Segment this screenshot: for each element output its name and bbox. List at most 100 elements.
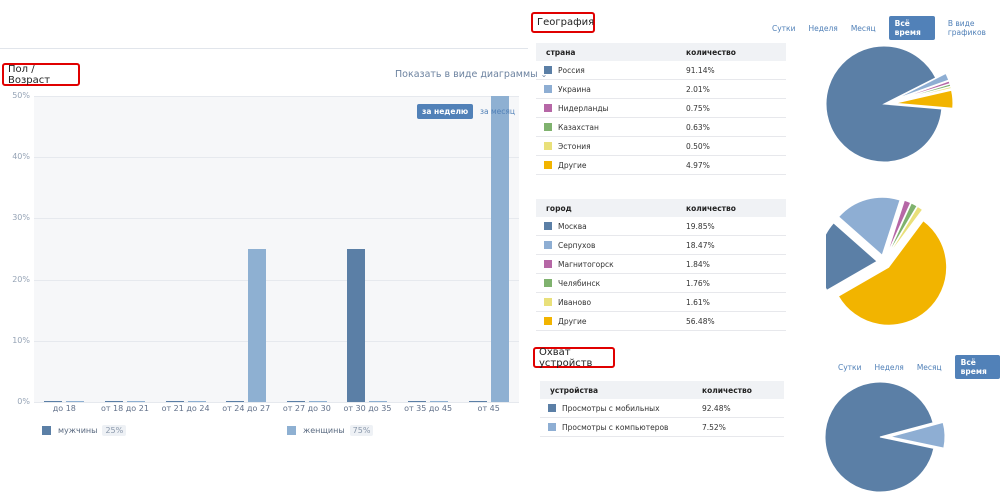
gridline [34,157,519,159]
row-label: Серпухов [558,240,596,250]
legend-male[interactable]: мужчины 25% [42,425,127,436]
x-tick-label: от 18 до 21 [100,404,149,413]
table-row: Другие 4.97% [536,156,786,175]
bar-female[interactable] [430,400,449,402]
row-name: Россия [536,66,686,75]
pie-slice[interactable] [886,202,918,257]
period-week[interactable]: Неделя [808,23,838,33]
row-value: 0.63% [686,122,710,132]
row-label: Просмотры с компьютеров [562,422,669,432]
show-as-diagram-link[interactable]: Показать в виде диаграммы ⌄ [395,69,547,80]
country-header: страна [546,47,576,57]
tab-week[interactable]: за неделю [417,104,474,119]
legend-female[interactable]: женщины 75% [287,425,374,436]
color-swatch [544,104,552,112]
pie-slice[interactable] [826,45,943,163]
bar-female[interactable] [369,400,388,402]
gridline [34,279,519,281]
period-day[interactable]: Сутки [838,362,862,372]
pie-slice[interactable] [837,220,948,326]
row-value: 92.48% [702,403,731,413]
row-value: 91.14% [686,65,715,75]
row-value: 19.85% [686,221,715,231]
row-name: Другие [536,317,686,326]
bar-male[interactable] [165,400,184,402]
bar-female[interactable] [308,400,327,402]
gridline [34,340,519,342]
color-swatch [544,123,552,131]
bar-female[interactable] [490,96,509,402]
devices-period-tabs: Сутки Неделя Месяц Всё время [838,355,1000,379]
count-header: количество [702,385,752,395]
bar-male[interactable] [286,400,305,402]
row-name: Эстония [536,142,686,151]
y-tick-label: 40% [12,152,30,162]
diagram-link-text: Показать в виде диаграммы [395,69,538,80]
pie-slice[interactable] [893,72,950,101]
period-as-graphs[interactable]: В виде графиков [947,19,986,37]
y-tick-label: 20% [12,274,30,284]
period-day[interactable]: Сутки [772,23,796,33]
row-name: Челябинск [536,279,686,288]
age-chart-plot-area [34,96,519,402]
legend-male-label: мужчины [58,426,98,435]
row-label: Эстония [558,141,591,151]
bar-male[interactable] [347,249,366,402]
pie-slice[interactable] [894,89,954,109]
period-all-time[interactable]: Всё время [954,355,1000,379]
legend-female-swatch [287,426,296,435]
table-row: Иваново 1.61% [536,293,786,312]
pie-slice[interactable] [889,421,946,449]
row-value: 4.97% [686,160,710,170]
period-all-time[interactable]: Всё время [888,16,935,40]
device-table-header: устройства количество [540,381,784,399]
tab-month[interactable]: за месяц [480,107,515,116]
top-divider [0,48,528,49]
pie-slice[interactable] [894,86,952,102]
legend-female-pct: 75% [349,425,374,436]
row-value: 1.61% [686,297,710,307]
bar-female[interactable] [66,400,85,402]
device-table: устройства количество Просмотры с мобиль… [540,381,784,437]
row-name: Серпухов [536,241,686,250]
bar-male[interactable] [226,400,245,402]
pie-slice[interactable] [886,199,912,256]
row-label: Москва [558,221,587,231]
x-tick-label: от 30 до 35 [343,404,392,413]
x-tick-label: от 45 [477,404,500,413]
row-name: Нидерланды [536,104,686,113]
color-swatch [544,161,552,169]
row-label: Украина [558,84,591,94]
pie-slice[interactable] [887,205,924,257]
row-value: 2.01% [686,84,710,94]
row-name: Украина [536,85,686,94]
pie-slice[interactable] [824,381,935,493]
bar-female[interactable] [187,400,206,402]
devices-title: Охват устройств [533,347,615,369]
period-month[interactable]: Месяц [850,23,876,33]
bar-male[interactable] [468,400,487,402]
table-row: Другие 56.48% [536,312,786,331]
pie-slice[interactable] [837,196,901,257]
table-row: Просмотры с мобильных 92.48% [540,399,784,418]
row-label: Другие [558,160,587,170]
count-header: количество [686,203,736,213]
pie-slice[interactable] [826,222,878,291]
x-tick-label: от 27 до 30 [282,404,331,413]
bar-male[interactable] [408,400,427,402]
age-section-title: Пол / Возраст [2,63,80,86]
bar-male[interactable] [44,400,63,402]
bar-female[interactable] [248,249,267,402]
bar-male[interactable] [104,400,123,402]
row-value: 7.52% [702,422,726,432]
gridline [34,218,519,220]
row-label: Челябинск [558,278,601,288]
gridline [34,96,519,97]
period-week[interactable]: Неделя [874,362,904,372]
period-month[interactable]: Месяц [916,362,942,372]
bar-female[interactable] [126,400,145,402]
color-swatch [548,423,556,431]
country-table-header: страна количество [536,43,786,61]
y-tick-label: 10% [12,335,30,345]
table-row: Серпухов 18.47% [536,236,786,255]
